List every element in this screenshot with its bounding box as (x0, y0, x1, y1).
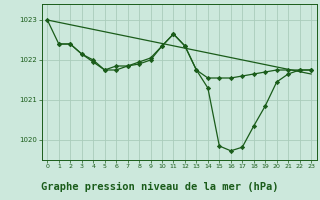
Text: Graphe pression niveau de la mer (hPa): Graphe pression niveau de la mer (hPa) (41, 182, 279, 192)
